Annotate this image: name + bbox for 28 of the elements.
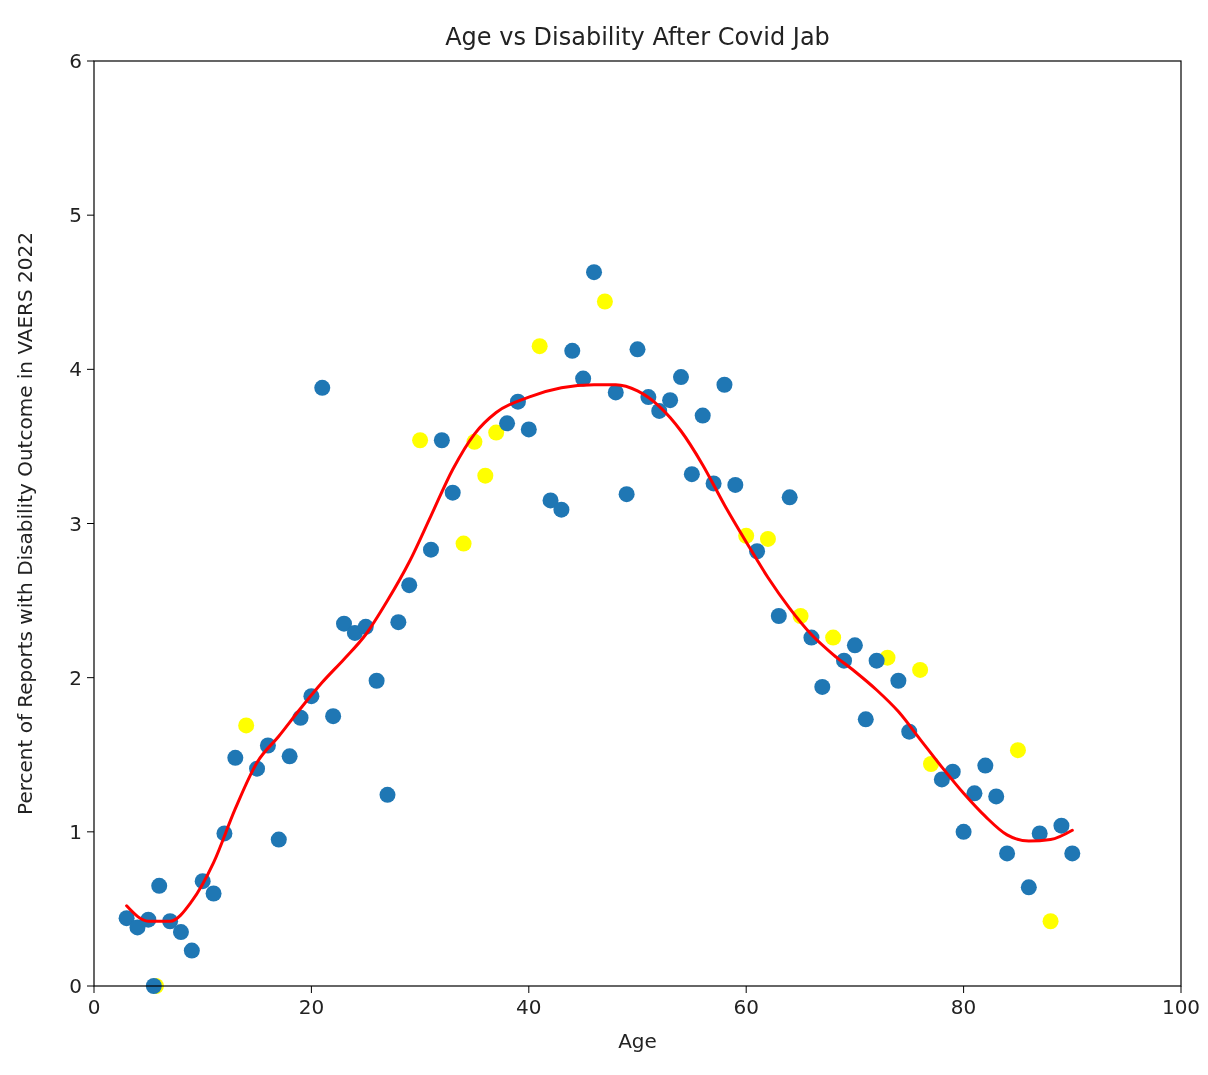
point	[596, 293, 613, 310]
y-tick-label: 6	[69, 49, 82, 73]
x-tick-label: 80	[950, 995, 977, 1019]
x-tick-label: 0	[87, 995, 101, 1019]
point	[531, 338, 548, 355]
point	[488, 424, 505, 441]
point	[1042, 913, 1059, 930]
x-axis-title: Age	[618, 1029, 657, 1053]
point	[455, 535, 472, 552]
point	[912, 661, 929, 678]
chart-title: Age vs Disability After Covid Jab	[445, 23, 830, 51]
y-axis-title: Percent of Reports with Disability Outcome in VAERS 2022	[13, 232, 37, 815]
y-tick-label: 2	[69, 665, 82, 690]
x-tick-label: 20	[298, 995, 325, 1019]
x-tick-label: 100	[1161, 995, 1201, 1019]
y-tick-label: 1	[69, 819, 82, 844]
x-tick-label: 60	[733, 995, 759, 1019]
point	[477, 467, 494, 484]
point	[412, 432, 429, 449]
y-tick-label: 4	[69, 357, 82, 382]
point	[825, 629, 842, 646]
y-tick-label: 5	[69, 203, 82, 228]
y-tick-label: 3	[69, 511, 82, 536]
point	[238, 717, 255, 734]
y-tick-label: 0	[69, 974, 82, 998]
x-tick-label: 40	[516, 995, 542, 1019]
point	[1009, 742, 1026, 759]
point	[759, 530, 776, 547]
